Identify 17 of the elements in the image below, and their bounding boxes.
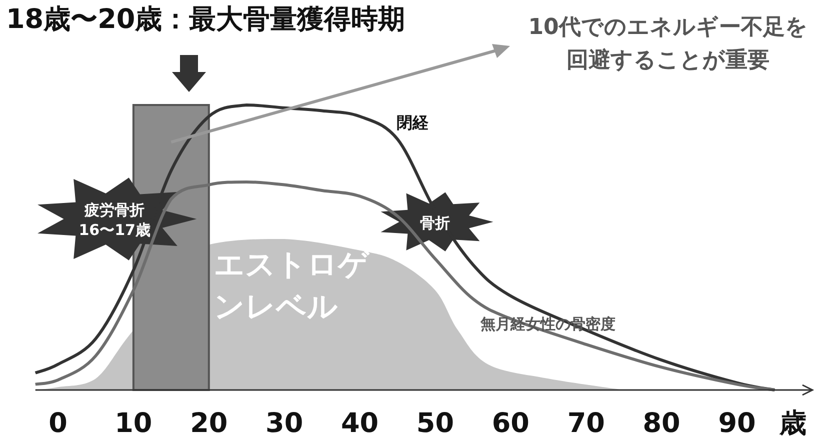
x-tick-label: 10 <box>114 408 152 439</box>
annotation: 骨折 <box>420 214 450 232</box>
x-axis-title: 歳 <box>778 408 806 439</box>
annotation: 10代でのエネルギー不足を回避することが重要 <box>528 15 808 73</box>
x-tick-label: 30 <box>266 408 304 439</box>
x-tick-label: 80 <box>642 408 680 439</box>
annotation: 閉経 <box>396 112 430 132</box>
x-tick-label: 40 <box>340 408 379 439</box>
x-tick-label: 90 <box>718 408 756 439</box>
series-label: エストロゲンレベル <box>214 248 370 325</box>
annotation: 疲労骨折 16〜17歳 <box>78 201 150 239</box>
x-tick-label: 60 <box>492 408 530 439</box>
chart-title: 18歳〜20歳：最大骨量獲得時期 <box>6 4 406 35</box>
x-tick-label: 50 <box>416 408 454 439</box>
x-tick-label: 70 <box>567 408 605 439</box>
x-tick-label: 0 <box>48 408 68 439</box>
x-tick-label: 20 <box>190 408 228 439</box>
